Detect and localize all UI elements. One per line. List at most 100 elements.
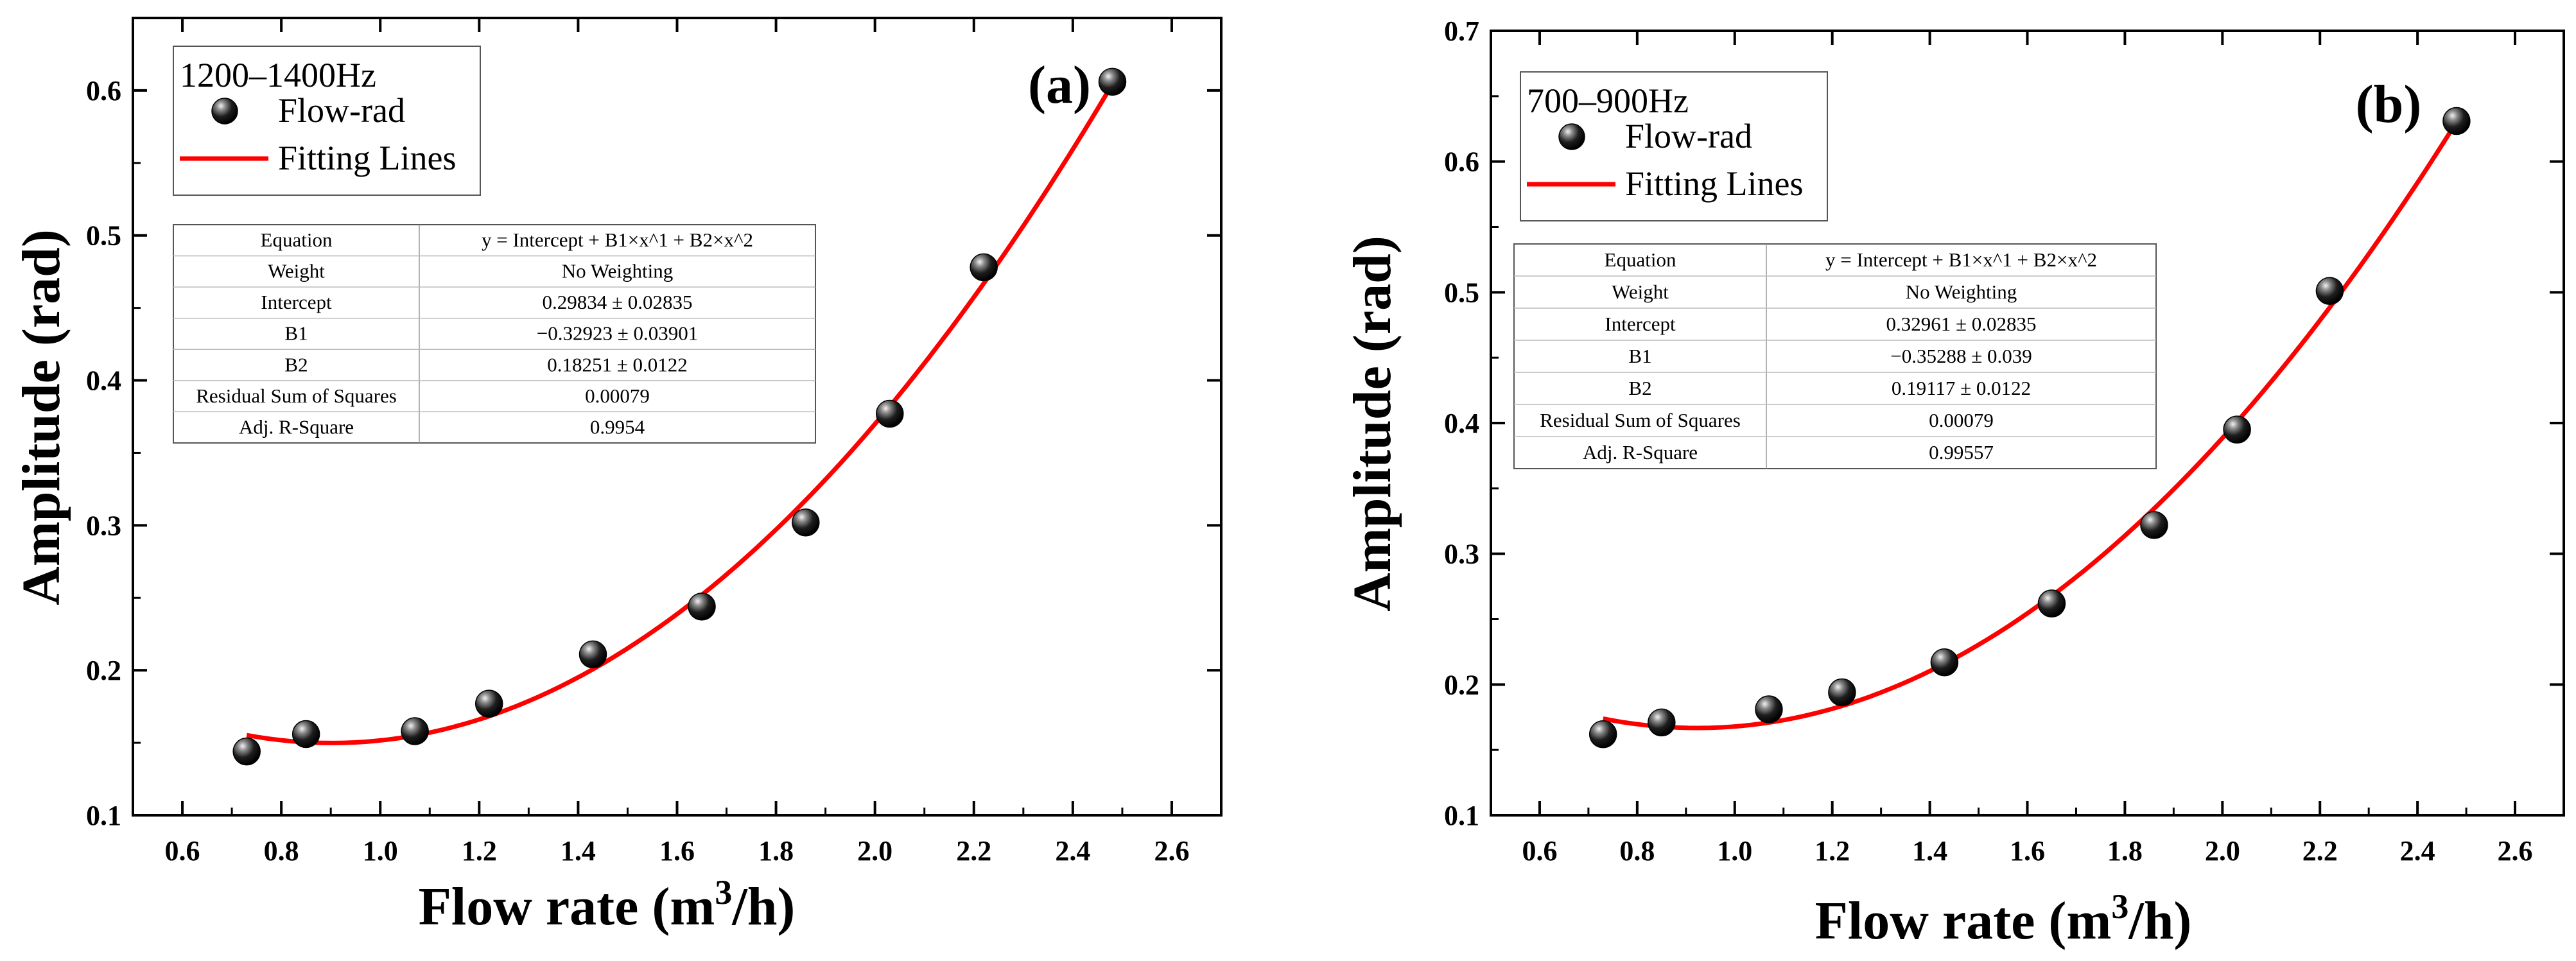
x-axis-title-main: Flow rate (m (1815, 891, 2112, 951)
x-tick-label: 1.0 (363, 835, 398, 867)
fit-table-key: Adj. R-Square (1583, 441, 1698, 463)
fit-table-value: No Weighting (1906, 281, 2017, 303)
y-axis-title: Amplitude (rad) (1343, 236, 1402, 612)
fit-table-key: B1 (1628, 345, 1651, 367)
y-tick-label: 0.3 (1444, 539, 1479, 570)
x-tick-label: 0.8 (264, 835, 299, 867)
y-tick-label: 0.6 (86, 75, 121, 107)
x-tick-label: 0.6 (1522, 835, 1557, 867)
x-tick-label: 2.6 (1154, 835, 1189, 867)
x-tick-label: 2.0 (2205, 835, 2240, 867)
data-point (2223, 415, 2251, 444)
legend-entry-label: Fitting Lines (1625, 164, 1804, 203)
chart-panel-a: 0.6 0.8 1.0 1.2 1.4 1.6 1.8 2.0 2.2 2.4 2.6 0.1 0.2 0… (12, 17, 1223, 937)
fitting-line (246, 83, 1115, 745)
legend-entry-label: Flow-rad (278, 91, 405, 130)
fit-table-value: −0.32923 ± 0.03901 (537, 322, 699, 345)
x-axis-title-main: Flow rate (m (419, 877, 715, 937)
fit-table-value: y = Intercept + B1×x^1 + B2×x^2 (1825, 248, 2097, 271)
y-tick-label: 0.3 (86, 510, 121, 541)
y-tick-label: 0.5 (1444, 277, 1479, 308)
y-tick-label: 0.4 (1444, 408, 1479, 439)
y-tick-label: 0.1 (1444, 800, 1479, 831)
x-tick-label: 2.6 (2498, 835, 2533, 867)
y-tick-label: 0.7 (1444, 15, 1479, 47)
x-tick-label: 2.4 (2400, 835, 2435, 867)
fit-table-key: B1 (284, 322, 308, 345)
fit-table-key: Weight (1612, 281, 1669, 303)
legend-title: 700–900Hz (1527, 82, 1689, 120)
fit-table-value: 0.9954 (590, 415, 645, 438)
data-point (970, 253, 998, 282)
fit-table-key: B2 (284, 353, 308, 376)
data-point (401, 717, 429, 745)
fit-table-key: Weight (268, 260, 325, 282)
data-point (1930, 648, 1959, 677)
fit-table-value: −0.35288 ± 0.039 (1890, 345, 2032, 367)
x-tick-label: 1.4 (561, 835, 596, 867)
fit-table-key: Equation (1605, 248, 1676, 271)
data-point (579, 640, 607, 669)
data-point (292, 720, 320, 749)
x-axis-title-end: /h) (731, 877, 795, 937)
panel-label: (a) (1028, 55, 1091, 115)
y-axis-title: Amplitude (rad) (12, 229, 71, 605)
x-tick-label: 0.6 (165, 835, 200, 867)
fit-table (173, 224, 816, 444)
fit-table-value: 0.32961 ± 0.02835 (1886, 313, 2036, 335)
x-tick-label: 2.2 (2302, 835, 2338, 867)
fit-table-key: Equation (261, 229, 333, 251)
x-tick-label: 1.2 (462, 835, 497, 867)
data-point (2140, 511, 2168, 539)
data-point (1648, 708, 1676, 737)
x-tick-label: 0.8 (1619, 835, 1655, 867)
x-tick-label: 2.2 (956, 835, 991, 867)
legend-title: 1200–1400Hz (180, 56, 376, 94)
fit-table-value: 0.00079 (1929, 409, 1994, 431)
data-point (792, 508, 820, 537)
fit-table-value: y = Intercept + B1×x^1 + B2×x^2 (482, 229, 753, 251)
y-tick-label: 0.2 (1444, 669, 1479, 700)
x-axis-title: Flow rate (m3/h) (1815, 887, 2192, 951)
x-tick-label: 1.8 (2107, 835, 2143, 867)
x-tick-label: 1.0 (1717, 835, 1752, 867)
data-point (2037, 589, 2066, 618)
fitting-line (1603, 121, 2459, 731)
x-axis-title-superscript: 3 (2111, 887, 2128, 926)
x-tick-label: 1.6 (2010, 835, 2045, 867)
fit-table-key: Residual Sum of Squares (1540, 409, 1741, 431)
y-tick-label: 0.6 (1444, 146, 1479, 178)
x-tick-label: 1.8 (758, 835, 794, 867)
x-axis-title-superscript: 3 (715, 873, 732, 912)
x-tick-label: 1.6 (659, 835, 695, 867)
chart-panel-b: 0.6 0.8 1.0 1.2 1.4 1.6 1.8 2.0 2.2 2.4 2.6 0.1 0.2 0… (1343, 15, 2565, 951)
data-point (2442, 107, 2471, 135)
data-point (876, 399, 904, 428)
y-tick-label: 0.1 (86, 800, 121, 831)
panel-label: (b) (2356, 74, 2422, 134)
data-point (1098, 67, 1127, 96)
data-point (1755, 695, 1783, 723)
legend-marker-icon (1558, 123, 1585, 150)
fit-table-value: 0.00079 (585, 385, 650, 407)
data-point (688, 593, 716, 621)
x-tick-label: 1.2 (1815, 835, 1850, 867)
data-point (232, 737, 261, 766)
fit-table-key: Residual Sum of Squares (196, 385, 397, 407)
fit-table-value: 0.29834 ± 0.02835 (542, 291, 692, 313)
x-tick-label: 2.0 (857, 835, 892, 867)
data-point (2315, 277, 2344, 306)
x-tick-label: 1.4 (1912, 835, 1947, 867)
data-point (1588, 720, 1617, 749)
fit-table-value: 0.18251 ± 0.0122 (547, 353, 688, 376)
fit-table (1513, 243, 2157, 469)
x-axis-title: Flow rate (m3/h) (419, 873, 796, 937)
data-point (474, 689, 503, 718)
fit-table-key: Intercept (261, 291, 332, 313)
y-tick-label: 0.4 (86, 365, 121, 397)
x-axis-title-end: /h) (2128, 891, 2191, 951)
legend-entry-label: Fitting Lines (278, 139, 457, 177)
y-tick-label: 0.2 (86, 655, 121, 686)
legend-marker-icon (211, 98, 238, 125)
